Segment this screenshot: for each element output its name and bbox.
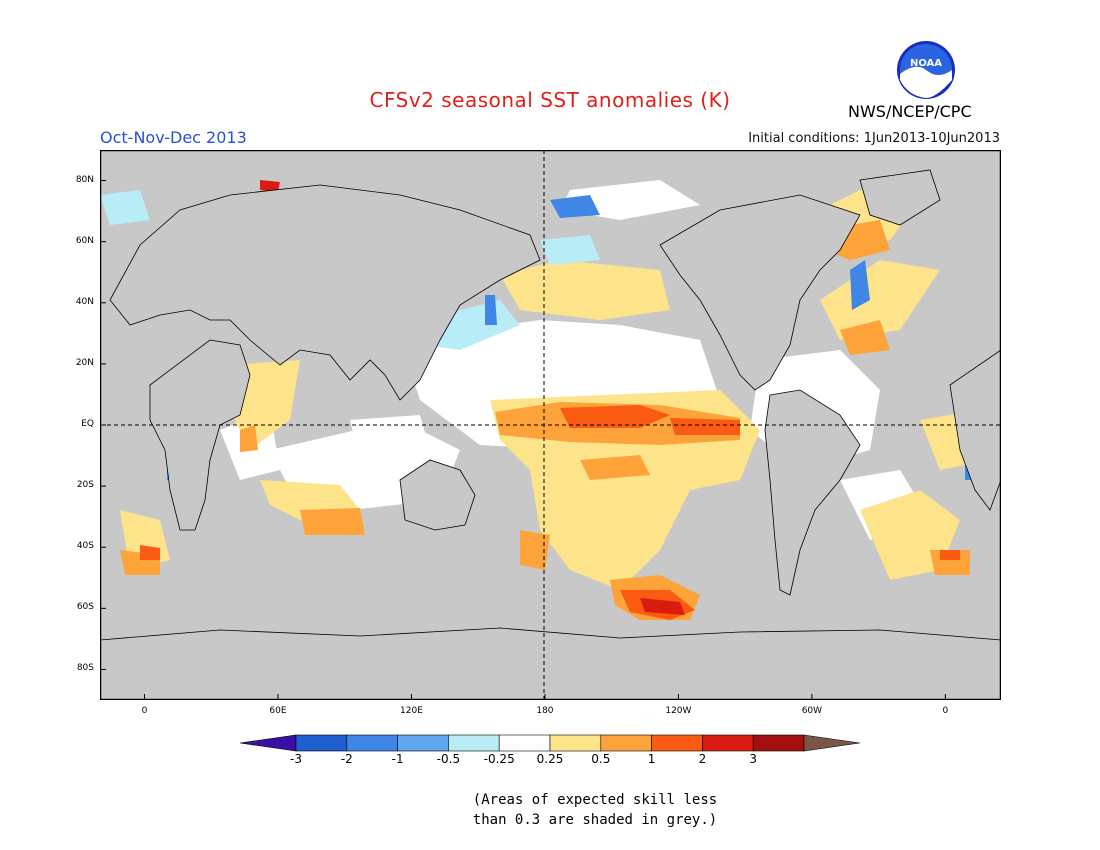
season-label: Oct-Nov-Dec 2013 (100, 128, 247, 147)
colorbar-swatch (448, 734, 500, 752)
lon-label: 0 (942, 706, 949, 716)
africa-repeat (949, 349, 1001, 511)
chart-title: CFSv2 seasonal SST anomalies (K) (369, 88, 731, 112)
colorbar-level-label: -3 (290, 752, 302, 766)
lat-label: 20N (75, 357, 94, 368)
initial-conditions-label: Initial conditions: 1Jun2013-10Jun2013 (748, 131, 1000, 146)
colorbar-level-label: -1 (391, 752, 404, 766)
colorbar-swatch (752, 734, 805, 752)
lon-label: 60W (801, 706, 823, 716)
lat-label: 60S (76, 602, 94, 613)
sst-anomaly-map (100, 150, 1001, 700)
lat-label: 20S (76, 480, 94, 491)
skill-note-line-1: (Areas of expected skill less (472, 792, 718, 808)
organization-label: NWS/NCEP/CPC (848, 102, 972, 121)
lon-label: 120W (665, 706, 692, 716)
lon-label: 0 (141, 706, 148, 716)
noaa-logo-icon: NOAA (897, 41, 955, 99)
lon-label: 180 (536, 706, 554, 716)
lon-label: 120E (400, 706, 423, 716)
colorbar-swatch (346, 734, 398, 752)
colorbar-swatch (397, 734, 449, 752)
colorbar-min-triangle (240, 734, 297, 752)
continents (100, 169, 1001, 700)
colorbar-level-label: -0.5 (436, 752, 461, 766)
lat-label: 40S (76, 541, 94, 552)
colorbar-swatch (295, 734, 348, 752)
africa (149, 339, 251, 531)
north-america (659, 194, 861, 391)
logo-text: NOAA (910, 58, 942, 69)
lat-label: EQ (81, 419, 94, 429)
colorbar-level-label: 0.25 (536, 752, 564, 766)
greenland (859, 169, 941, 226)
colorbar-level-label: 3 (749, 752, 757, 766)
lon-label: 60E (269, 706, 287, 716)
lat-label: 60N (75, 235, 94, 246)
eurasia (109, 184, 541, 401)
australia (399, 459, 476, 531)
colorbar-max-triangle (803, 734, 860, 752)
colorbar-swatch (549, 734, 602, 752)
colorbar-swatch (498, 734, 551, 752)
lat-label: 80S (76, 663, 94, 674)
lat-label: 80N (75, 174, 94, 185)
colorbar-swatch (651, 734, 703, 752)
colorbar-swatch (702, 734, 754, 752)
colorbar-level-label: -2 (340, 752, 353, 766)
colorbar-level-label: -0.25 (483, 752, 515, 766)
colorbar-swatch (600, 734, 652, 752)
skill-note-line-2: than 0.3 are shaded in grey.) (472, 812, 718, 828)
lat-label: 40N (75, 296, 94, 307)
very-strong-warm-regions (260, 180, 685, 615)
axis-ticks (100, 180, 946, 700)
colorbar (240, 734, 860, 752)
colorbar-level-label: 0.5 (591, 752, 611, 766)
antarctica (100, 627, 1001, 700)
colorbar-level-label: 2 (698, 752, 707, 766)
south-america (764, 389, 861, 596)
colorbar-level-label: 1 (647, 752, 656, 766)
